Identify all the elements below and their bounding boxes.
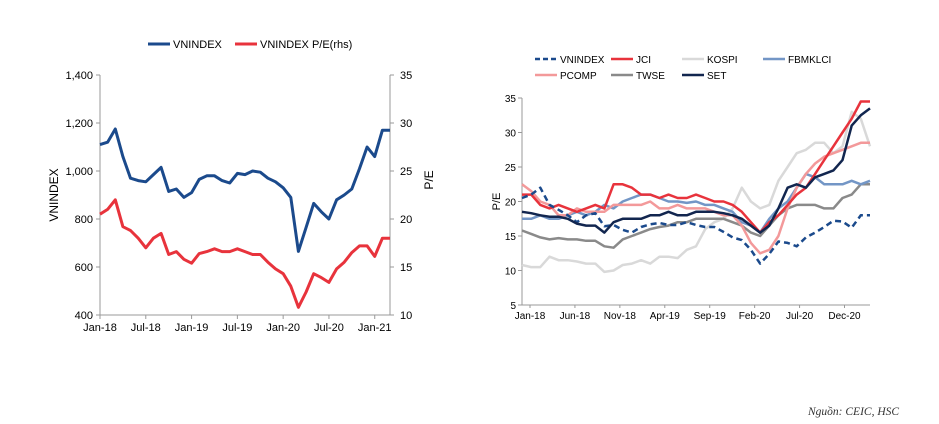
y-axis-label: P/E (491, 193, 503, 211)
x-tick-label: Jan-18 (83, 322, 117, 334)
series-line-jci (522, 100, 870, 234)
legend-label: FBMKLCI (788, 55, 831, 66)
y2-tick-label: 10 (400, 310, 412, 322)
y-axis-label: VNINDEX (47, 168, 61, 221)
x-tick-label: Jun-18 (560, 311, 591, 322)
series-line-vnindex-p-e-rhs- (99, 198, 390, 309)
series-line-set (521, 107, 871, 234)
series-lines (521, 100, 872, 274)
x-tick-label: Apr-19 (650, 311, 680, 322)
y2-tick-label: 20 (400, 214, 412, 226)
y-tick-label: 5 (510, 301, 516, 312)
chart-axes (96, 74, 394, 319)
y-tick-label: 1,200 (65, 118, 93, 130)
series-line-vnindex (99, 127, 390, 253)
y2-tick-label: 30 (400, 118, 412, 130)
y-tick-label: 30 (505, 129, 517, 140)
x-tick-label: Jan-21 (358, 322, 392, 334)
y-tick-label: 600 (75, 262, 93, 274)
legend-label: JCI (636, 55, 651, 66)
series-line-twse (521, 183, 870, 249)
legend-label: VNINDEX P/E(rhs) (260, 39, 352, 51)
y-tick-label: 20 (505, 198, 517, 209)
x-tick-label: Jul-19 (222, 322, 252, 334)
legend: VNINDEX VNINDEX P/E(rhs) (148, 39, 352, 51)
x-tick-label: Jul-18 (131, 322, 161, 334)
y-tick-label: 800 (75, 214, 93, 226)
y2-tick-label: 25 (400, 166, 412, 178)
y-tick-label: 15 (505, 232, 517, 243)
legend-label: VNINDEX (560, 55, 605, 66)
x-tick-label: Jul-20 (786, 311, 814, 322)
y2-tick-label: 15 (400, 262, 412, 274)
series-line-kospi (521, 110, 872, 274)
y-tick-label: 1,000 (65, 166, 93, 178)
tick-labels: 400 600 800 1,000 1,200 1,400 10 15 20 25 30 35 Jan-… (65, 70, 412, 334)
series-lines (99, 127, 390, 309)
legend: VNINDEX JCI KOSPI FBMKLCI PCOMP TWSE SET (535, 55, 831, 82)
y-tick-label: 10 (505, 267, 517, 278)
y2-tick-label: 35 (400, 70, 412, 82)
y-tick-label: 400 (75, 310, 93, 322)
regional-pe-chart: 5 10 15 20 25 30 35 Jan-18 Jun-18 Nov-18 Apr-19 Sep… (491, 55, 872, 322)
x-tick-label: Jan-19 (175, 322, 209, 334)
y-tick-label: 35 (505, 94, 517, 105)
x-tick-label: Dec-20 (828, 311, 861, 322)
x-tick-label: Jan-20 (266, 322, 300, 334)
series-line-pcomp (521, 141, 870, 255)
y-tick-label: 1,400 (65, 70, 93, 82)
x-tick-label: Jan-18 (515, 311, 546, 322)
vnindex-chart: 400 600 800 1,000 1,200 1,400 10 15 20 25 30 35 Jan-… (47, 39, 436, 334)
x-tick-label: Feb-20 (739, 311, 771, 322)
source-note: Nguồn: CEIC, HSC (808, 406, 900, 418)
x-tick-label: Jul-20 (314, 322, 344, 334)
x-tick-label: Sep-19 (694, 311, 727, 322)
y2-axis-label: P/E (422, 170, 436, 189)
legend-label: KOSPI (707, 55, 738, 66)
tick-labels: 5 10 15 20 25 30 35 Jan-18 Jun-18 Nov-18 Apr-19 Sep… (505, 94, 861, 322)
legend-label: SET (707, 71, 726, 82)
series-line-fbmklci (522, 172, 871, 234)
series-line-vnindex (521, 186, 870, 265)
legend-label: VNINDEX (173, 39, 223, 51)
x-tick-label: Nov-18 (604, 311, 637, 322)
y-tick-label: 25 (505, 163, 517, 174)
legend-label: PCOMP (560, 71, 597, 82)
legend-label: TWSE (636, 71, 665, 82)
chart-axes (518, 97, 870, 308)
